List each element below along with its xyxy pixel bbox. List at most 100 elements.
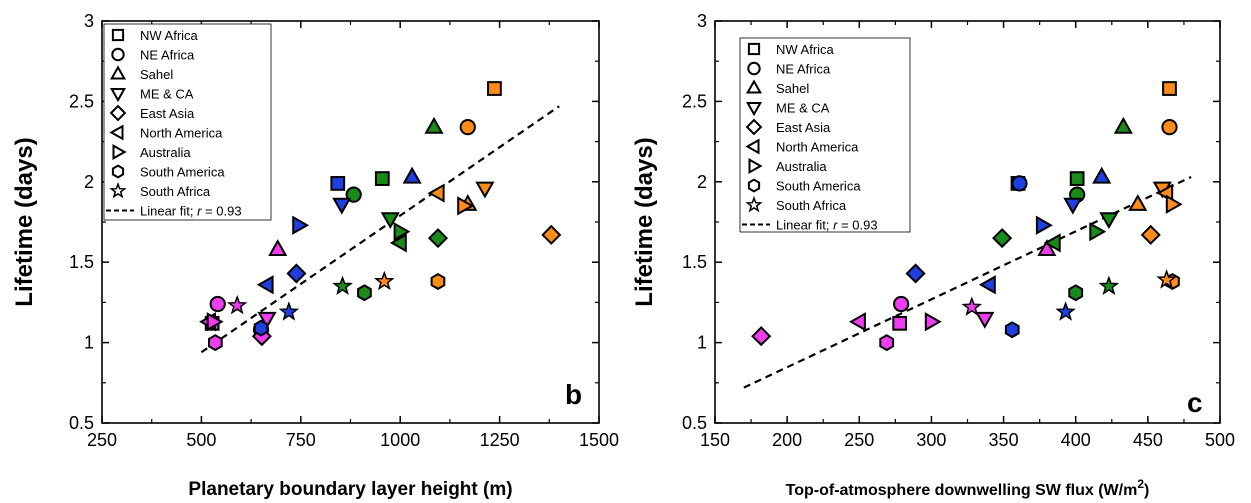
legend-fit-label: Linear fit; r = 0.93 (776, 218, 878, 233)
linear-fit-line (743, 175, 1192, 389)
data-point-triangle-left-blue (256, 275, 274, 295)
data-point-triangle-left-blue (978, 275, 996, 295)
legend-fit-prefix: Linear fit; (776, 218, 833, 233)
x-tick-label: 500 (186, 430, 216, 450)
data-point-triangle-down-green (1099, 212, 1119, 230)
x-tick-label: 400 (1061, 430, 1091, 450)
data-point-triangle-down-blue (1063, 197, 1083, 215)
x-tick-label: 450 (1133, 430, 1163, 450)
x-tick-label: 1000 (380, 430, 420, 450)
data-point-triangle-up-blue (402, 166, 422, 184)
data-point-triangle-up-green (1113, 116, 1133, 134)
data-point-circle-blue (1011, 175, 1028, 192)
legend-label: NW Africa (776, 42, 835, 57)
data-point-square-green (1069, 171, 1085, 186)
data-point-triangle-down-orange (475, 181, 495, 199)
legend-label: Sahel (140, 67, 173, 82)
legend-symbol-triangle-right (112, 143, 127, 161)
data-point-hexagon-blue (253, 319, 269, 337)
legend-box (739, 37, 911, 233)
legend-label: East Asia (776, 120, 831, 135)
legend-label: North America (776, 140, 859, 155)
data-point-diamond-orange (1140, 224, 1161, 245)
x-tick-label: 200 (772, 430, 802, 450)
legend-label: North America (140, 126, 223, 141)
data-point-triangle-left-orange (427, 183, 445, 203)
data-point-diamond-green (427, 228, 449, 249)
data-point-star-magenta (961, 296, 983, 316)
y-tick-label: 3 (84, 11, 94, 31)
legend-label: South America (140, 165, 225, 180)
chart-panel-c: 150 200 250 300 350 400 450 500 0.5 1 1.5 2 2.5 3 Top-… (631, 11, 1235, 499)
legend-symbol-triangle-left (109, 124, 124, 141)
data-point-hexagon-green (357, 284, 372, 302)
y-tick-label: 2 (84, 172, 94, 192)
legend-symbol-star (745, 195, 763, 213)
legend-symbol-triangle-left (745, 138, 760, 155)
data-point-triangle-up-magenta (268, 239, 288, 256)
data-point-diamond-blue (286, 263, 307, 284)
legend-fit-suffix: = 0.93 (837, 218, 877, 233)
data-point-triangle-right-blue (292, 215, 310, 235)
legend-symbol-diamond (109, 104, 127, 122)
data-point-star-blue (1055, 301, 1076, 321)
legend-label: South Africa (776, 198, 847, 213)
data-point-square-magenta (892, 315, 908, 331)
panel-letter: c (1187, 387, 1203, 418)
x-tick-label: 1500 (579, 430, 619, 450)
x-tick-label: 150 (700, 430, 730, 450)
x-tick-label: 500 (1205, 430, 1235, 450)
data-point-triangle-right-blue (1035, 215, 1053, 235)
data-point-square-blue (330, 176, 346, 191)
legend-symbol-square (747, 42, 761, 56)
data-points (199, 81, 562, 352)
data-point-star-green (332, 275, 353, 296)
data-point-diamond-blue (905, 263, 926, 284)
legend-fit-prefix: Linear fit; (140, 204, 197, 219)
data-point-diamond-green (992, 228, 1013, 249)
data-point-star-orange (1156, 269, 1177, 289)
data-point-triangle-up-orange (1128, 194, 1148, 211)
data-point-triangle-left-green (1043, 233, 1061, 253)
legend-label: Australia (776, 159, 827, 174)
legend: NW Africa NE Africa Sahel ME & CA East Asia N… (739, 37, 911, 233)
data-point-hexagon-magenta (879, 334, 895, 352)
data-points (751, 81, 1183, 352)
data-point-hexagon-blue (1004, 321, 1020, 339)
data-point-triangle-right-magenta (924, 312, 942, 332)
y-tick-label: 2.5 (682, 91, 707, 111)
y-tick-label: 2 (697, 172, 707, 192)
legend: NW Africa NE Africa Sahel ME & CA East Asia N… (103, 23, 272, 221)
x-tick-label: 300 (916, 430, 946, 450)
legend-symbol-triangle-down (745, 102, 763, 117)
data-point-triangle-up-magenta (1037, 239, 1057, 256)
data-point-triangle-down-magenta (975, 311, 995, 329)
x-tick-label: 1250 (480, 430, 520, 450)
y-axis-label: Lifetime (days) (11, 137, 38, 306)
x-tick-label: 250 (844, 430, 874, 450)
y-tick-label: 2.5 (69, 91, 94, 111)
y-axis-label: Lifetime (days) (631, 137, 658, 306)
data-point-hexagon-green (1068, 284, 1084, 302)
x-axis-label: Planetary boundary layer height (m) (188, 479, 512, 500)
x-tick-label: 750 (286, 430, 316, 450)
legend-fit-r: r (197, 204, 202, 219)
x-axis-label: Top-of-atmosphere downwelling SW flux (W… (786, 477, 1150, 499)
legend-symbol-triangle-right (748, 157, 763, 175)
legend-label: Sahel (776, 81, 809, 96)
legend-label: ME & CA (776, 101, 830, 116)
x-tick-label: 350 (989, 430, 1019, 450)
legend-label: NW Africa (140, 28, 199, 43)
x-axis-label-superscript: 2 (1137, 477, 1144, 491)
data-point-circle-orange (459, 119, 476, 136)
legend-symbol-circle (747, 61, 761, 76)
data-point-star-magenta (226, 294, 248, 315)
data-point-square-green (374, 171, 390, 186)
data-point-hexagon-magenta (208, 334, 223, 352)
y-tick-label: 1 (84, 333, 94, 353)
data-point-diamond-magenta (751, 326, 772, 347)
legend-symbol-diamond (745, 118, 763, 136)
data-point-circle-orange (1161, 119, 1178, 136)
data-point-triangle-right-magenta (206, 312, 224, 332)
legend-symbol-circle (111, 47, 125, 62)
